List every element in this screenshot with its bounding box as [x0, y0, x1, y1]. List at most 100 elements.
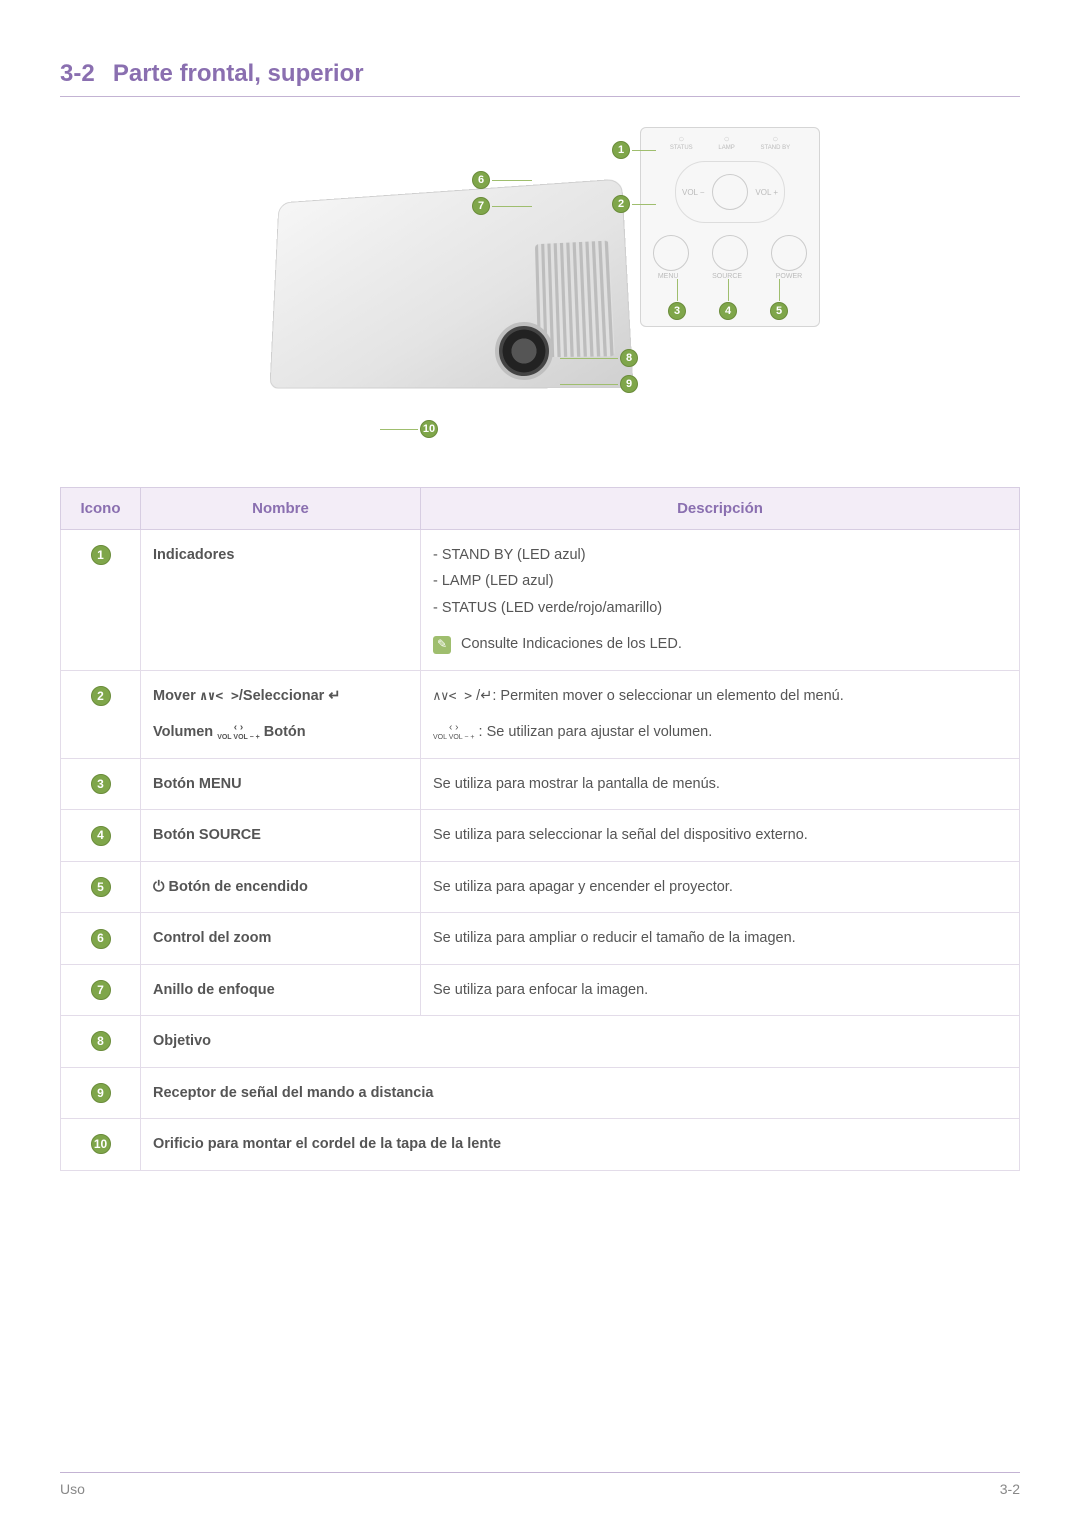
row-badge: 6 — [91, 929, 111, 949]
callout-line — [492, 180, 532, 181]
vol-plus-label: VOL + — [755, 188, 778, 197]
nav-symbols: ∧∨< > — [200, 689, 239, 704]
enter-icon: /↵ — [472, 688, 492, 704]
callout-line — [728, 279, 729, 301]
desc-text: : Permiten mover o seleccionar un elemen… — [492, 688, 843, 704]
header-name: Nombre — [141, 488, 421, 530]
header-desc: Descripción — [421, 488, 1020, 530]
callout-line — [492, 206, 532, 207]
name-text: Volumen — [153, 724, 217, 740]
callout-9: 9 — [620, 375, 638, 393]
footer-left: Uso — [60, 1481, 85, 1497]
callout-2: 2 — [612, 195, 630, 213]
enter-icon: ↵ — [328, 688, 340, 704]
row-badge: 5 — [91, 877, 111, 897]
callout-7: 7 — [472, 197, 490, 215]
callout-line — [632, 150, 656, 151]
table-row: 10 Orificio para montar el cordel de la … — [61, 1119, 1020, 1170]
row-badge: 9 — [91, 1083, 111, 1103]
desc-text: : Se utilizan para ajustar el volumen. — [475, 724, 713, 740]
parts-table: Icono Nombre Descripción 1 Indicadores -… — [60, 487, 1020, 1171]
callout-1: 1 — [612, 141, 630, 159]
row-name: Anillo de enfoque — [141, 964, 421, 1015]
vol-minus-label: VOL − — [682, 188, 705, 197]
callout-line — [380, 429, 418, 430]
row-desc: Se utiliza para seleccionar la señal del… — [421, 810, 1020, 861]
row-name: Botón MENU — [141, 758, 421, 809]
row-desc: ∧∨< > /↵: Permiten mover o seleccionar u… — [421, 670, 1020, 758]
row-name: Botón SOURCE — [141, 810, 421, 861]
desc-line: - STAND BY (LED azul) — [433, 544, 1007, 566]
led-label: STATUS — [670, 134, 693, 151]
row-badge: 1 — [91, 545, 111, 565]
callout-3: 3 — [668, 302, 686, 320]
desc-note: ✎ Consulte Indicaciones de los LED. — [433, 633, 1007, 655]
row-badge: 8 — [91, 1031, 111, 1051]
header-icon: Icono — [61, 488, 141, 530]
callout-5: 5 — [770, 302, 788, 320]
callout-6: 6 — [472, 171, 490, 189]
panel-button — [712, 235, 748, 271]
note-icon: ✎ — [433, 636, 451, 654]
row-desc: Se utiliza para mostrar la pantalla de m… — [421, 758, 1020, 809]
row-desc: Se utiliza para ampliar o reducir el tam… — [421, 913, 1020, 964]
volume-symbols: ‹ ›VOL VOL − + — [433, 723, 475, 741]
table-row: 8 Objetivo — [61, 1016, 1020, 1067]
panel-nav: VOL − VOL + — [675, 161, 785, 223]
panel-leds: STATUS LAMP STAND BY — [641, 128, 819, 153]
row-desc: Se utiliza para apagar y encender el pro… — [421, 861, 1020, 912]
projector-diagram: 6 7 10 STATUS LAMP STAND BY VOL − VOL + — [260, 127, 820, 447]
row-badge: 2 — [91, 686, 111, 706]
table-row: 1 Indicadores - STAND BY (LED azul) - LA… — [61, 530, 1020, 671]
led-label: STAND BY — [761, 134, 791, 151]
row-name: Control del zoom — [141, 913, 421, 964]
section-title: Parte frontal, superior — [113, 60, 364, 87]
row-badge: 3 — [91, 774, 111, 794]
table-row: 4 Botón SOURCE Se utiliza para seleccion… — [61, 810, 1020, 861]
note-text: Consulte Indicaciones de los LED. — [461, 636, 682, 652]
row-name: ⏻ Botón de encendido — [141, 861, 421, 912]
section-header: 3-2 Parte frontal, superior — [60, 60, 1020, 97]
row-badge: 7 — [91, 980, 111, 1000]
callout-line — [677, 279, 678, 301]
callout-line — [560, 384, 618, 385]
callout-line — [779, 279, 780, 301]
control-panel-detail: STATUS LAMP STAND BY VOL − VOL + MENU SO… — [640, 127, 820, 327]
row-desc: - STAND BY (LED azul) - LAMP (LED azul) … — [421, 530, 1020, 671]
nav-center — [712, 174, 748, 210]
table-row: 2 Mover ∧∨< >/Seleccionar ↵ Volumen ‹ ›V… — [61, 670, 1020, 758]
row-name: Indicadores — [141, 530, 421, 671]
footer-right: 3-2 — [1000, 1481, 1020, 1497]
callout-8: 8 — [620, 349, 638, 367]
panel-button-labels: MENU SOURCE POWER — [641, 273, 819, 280]
table-row: 7 Anillo de enfoque Se utiliza para enfo… — [61, 964, 1020, 1015]
table-row: 3 Botón MENU Se utiliza para mostrar la … — [61, 758, 1020, 809]
desc-line: - STATUS (LED verde/rojo/amarillo) — [433, 597, 1007, 619]
table-row: 9 Receptor de señal del mando a distanci… — [61, 1067, 1020, 1118]
row-badge: 4 — [91, 826, 111, 846]
diagram-container: 6 7 10 STATUS LAMP STAND BY VOL − VOL + — [60, 127, 1020, 447]
callout-10: 10 — [420, 420, 438, 438]
nav-symbols: ∧∨< > — [433, 689, 472, 704]
panel-buttons — [641, 235, 819, 271]
power-icon: ⏻ — [153, 879, 169, 895]
button-label: MENU — [658, 273, 679, 280]
panel-button — [771, 235, 807, 271]
row-name: Mover ∧∨< >/Seleccionar ↵ Volumen ‹ ›VOL… — [141, 670, 421, 758]
row-name: Objetivo — [141, 1016, 1020, 1067]
panel-button — [653, 235, 689, 271]
row-badge: 10 — [91, 1134, 111, 1154]
callout-line — [632, 204, 656, 205]
row-name: Orificio para montar el cordel de la tap… — [141, 1119, 1020, 1170]
table-row: 6 Control del zoom Se utiliza para ampli… — [61, 913, 1020, 964]
callout-line — [560, 358, 618, 359]
name-text: Botón — [260, 724, 306, 740]
name-text: /Seleccionar — [239, 688, 328, 704]
led-label: LAMP — [718, 134, 734, 151]
callout-4: 4 — [719, 302, 737, 320]
row-desc: Se utiliza para enfocar la imagen. — [421, 964, 1020, 1015]
name-text: Mover — [153, 688, 200, 704]
page-footer: Uso 3-2 — [60, 1472, 1020, 1497]
volume-symbols: ‹ ›VOL VOL − + — [217, 723, 260, 741]
projector-lens — [495, 322, 553, 380]
